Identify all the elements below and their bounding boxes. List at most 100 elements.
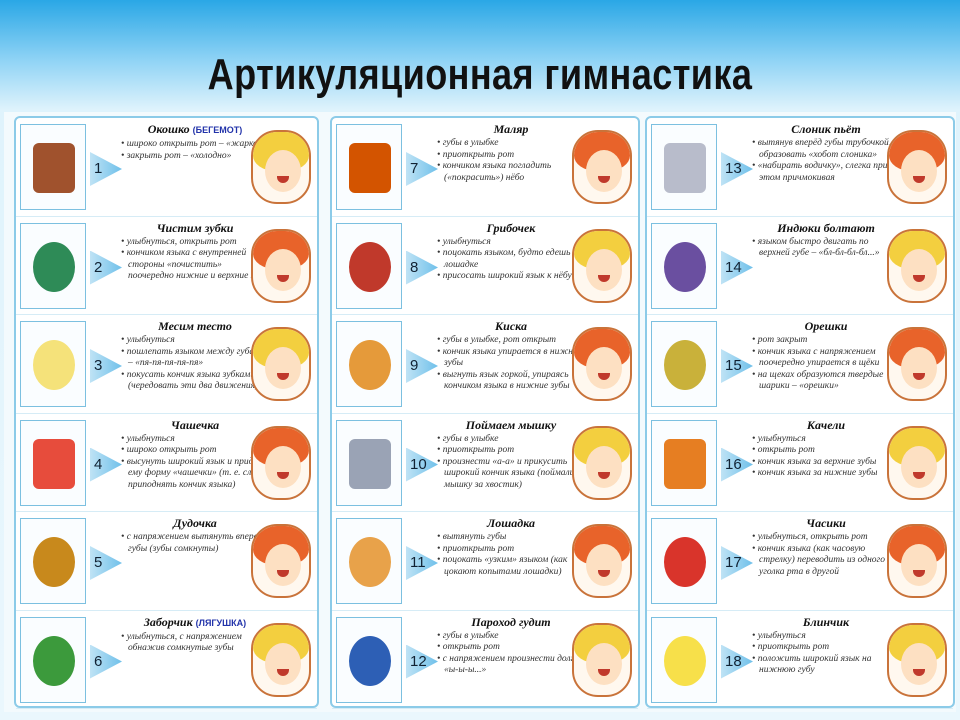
skin xyxy=(265,445,301,488)
exercise-step: губы в улыбке xyxy=(436,631,586,643)
exercise-text: Слоник пьёт вытянув вперёд губы трубочкой… xyxy=(751,122,901,184)
mouth xyxy=(277,274,289,282)
exercise-name: Окошко (БЕГЕМОТ) xyxy=(120,122,270,138)
boy-face-icon xyxy=(572,327,632,401)
exercise-text: Чистим зубки улыбнуться, открыть роткончи… xyxy=(120,221,270,283)
exercise-number: 9 xyxy=(406,349,438,383)
girl-face-icon xyxy=(887,228,947,303)
exercise-row: 15 Орешки рот закрыткончик языка с напряже… xyxy=(647,315,953,414)
exercise-row: 17 Часики улыбнуться, открыть роткончик яз… xyxy=(647,512,953,611)
fence-icon xyxy=(33,635,75,686)
cup-icon xyxy=(33,438,75,489)
exercise-name-text: Качели xyxy=(806,417,846,432)
exercise-name: Заборчик (ЛЯГУШКА) xyxy=(120,615,270,631)
boy-face-icon xyxy=(572,130,632,204)
exercise-picture xyxy=(20,124,86,210)
exercise-picture xyxy=(336,419,402,506)
exercise-name-text: Чистим зубки xyxy=(156,220,234,235)
exercise-row: 14 Индюки болтают языком быстро двигать по… xyxy=(647,217,953,315)
mouth xyxy=(598,176,610,183)
mushroom-icon xyxy=(349,241,391,292)
exercise-number: 16 xyxy=(721,447,753,482)
girl-face-icon xyxy=(887,622,947,697)
horse-icon xyxy=(349,537,391,587)
exercise-text: Орешки рот закрыткончик языка с напряжени… xyxy=(751,319,901,393)
girl-face-icon xyxy=(251,130,311,204)
exercise-number: 8 xyxy=(406,250,438,285)
exercise-name-text: Месим тесто xyxy=(158,319,232,333)
exercise-name-text: Грибочек xyxy=(486,220,536,235)
exercise-name-text: Чашечка xyxy=(170,417,220,432)
skin xyxy=(901,150,937,192)
exercise-step: кончик языка (как часовую стрелку) перев… xyxy=(751,544,901,579)
mouth xyxy=(598,471,610,479)
exercise-step: кончиком языка с внутренней стороны «поч… xyxy=(120,248,270,283)
exercise-step: улыбнуться, открыть рот xyxy=(120,237,270,249)
skin xyxy=(901,347,937,389)
mouth xyxy=(913,176,925,183)
exercise-name: Блинчик xyxy=(751,615,901,630)
mouth xyxy=(277,176,289,183)
exercise-picture xyxy=(20,222,86,309)
exercise-name: Слоник пьёт xyxy=(751,122,901,137)
exercise-name-text: Орешки xyxy=(804,319,848,333)
boy-face-icon xyxy=(887,327,947,401)
exercise-text: Часики улыбнуться, открыть роткончик язык… xyxy=(751,516,901,578)
dough-icon xyxy=(33,340,75,390)
exercise-step: улыбнуться xyxy=(436,237,586,249)
exercise-step: выгнуть язык горкой, упираясь кончиком я… xyxy=(436,370,586,393)
exercise-step: губы в улыбке xyxy=(436,138,586,150)
cat-icon xyxy=(349,340,391,390)
exercise-picture xyxy=(336,616,402,703)
skin xyxy=(265,347,301,389)
girl-face-icon xyxy=(572,425,632,500)
exercise-step: кончиком языка погладить («покрасить») н… xyxy=(436,161,586,184)
column-2: 7Маляргубы в улыбкеприоткрыть роткончико… xyxy=(330,116,640,709)
exercise-number: 10 xyxy=(406,447,438,482)
exercise-step: кончик языка с напряжением поочередно уп… xyxy=(751,347,901,370)
exercise-name-text: Поймаем мышку xyxy=(465,417,557,432)
exercise-number: 11 xyxy=(406,546,438,580)
exercise-step: открыть рот xyxy=(751,445,901,457)
boy-face-icon xyxy=(251,425,311,500)
toothbrush-icon xyxy=(33,241,75,292)
mouth xyxy=(277,373,289,380)
mouth xyxy=(913,570,925,577)
steamship-icon xyxy=(349,635,391,686)
exercise-row: 11 Лошадка вытянуть губыприоткрыть ротпоцо… xyxy=(332,512,638,611)
mouth xyxy=(277,668,289,676)
exercise-row: 12 Пароход гудит губы в улыбкеоткрыть ротс… xyxy=(332,611,638,709)
exercise-step: рот закрыт xyxy=(751,335,901,347)
exercise-step: закрыть рот – «холодно» xyxy=(120,151,270,163)
exercise-step: улыбнуться xyxy=(120,434,270,446)
girl-face-icon xyxy=(887,425,947,500)
exercise-name-text: Слоник пьёт xyxy=(791,122,861,136)
exercise-row: 13 Слоник пьёт вытянув вперёд губы трубочк… xyxy=(647,118,953,217)
exercise-number: 12 xyxy=(406,644,438,679)
exercise-picture xyxy=(336,222,402,309)
boy-face-icon xyxy=(887,524,947,598)
skin xyxy=(901,445,937,488)
exercise-name-text: Пароход гудит xyxy=(471,614,551,629)
exercise-picture xyxy=(20,616,86,703)
exercise-step: положить широкий язык на нижнюю губу xyxy=(751,654,901,677)
exercise-number: 6 xyxy=(90,644,122,679)
exercise-name-text: Индюки болтают xyxy=(777,220,875,235)
girl-face-icon xyxy=(572,228,632,303)
exercise-name: Индюки болтают xyxy=(751,221,901,236)
exercise-name-text: Часики xyxy=(806,516,846,530)
exercise-text: Дудочка с напряжением вытянуть вперед губ… xyxy=(120,516,270,555)
exercise-step: на щеках образуются твердые шарики – «ор… xyxy=(751,370,901,393)
exercise-name-text: Заборчик xyxy=(143,614,193,629)
exercise-step: губы в улыбке, рот открыт xyxy=(436,335,586,347)
exercise-text: Лошадка вытянуть губыприоткрыть ротпоцока… xyxy=(436,516,586,578)
exercise-step: вытянув вперёд губы трубочкой, образоват… xyxy=(751,138,901,161)
exercise-step: «набирать водичку», слегка при этом прич… xyxy=(751,161,901,184)
swing-icon xyxy=(664,438,706,489)
exercise-row: 10 Поймаем мышку губы в улыбкеприоткрыть р… xyxy=(332,414,638,512)
skin xyxy=(586,347,622,389)
exercise-text: Месим тесто улыбнутьсяпошлепать языком ме… xyxy=(120,319,270,393)
exercise-name-text: Окошко xyxy=(147,122,190,136)
exercise-step: с напряжением произнести долгое «ы-ы-ы..… xyxy=(436,654,586,677)
